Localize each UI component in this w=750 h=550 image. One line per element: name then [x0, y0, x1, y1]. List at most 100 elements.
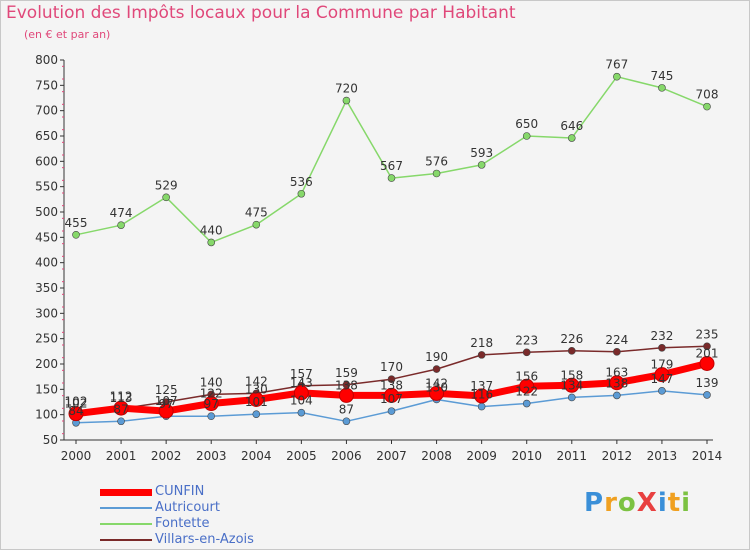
legend-label-fontette: Fontette — [155, 516, 210, 531]
y-tick-label: 450 — [35, 230, 58, 244]
y-tick-label: 500 — [35, 205, 58, 219]
data-label-autricourt: 87 — [113, 402, 128, 416]
y-tick-label: 550 — [35, 180, 58, 194]
data-label-fontette: 720 — [335, 82, 358, 96]
point-autricourt — [613, 391, 621, 400]
axes: 50 100 150 200 250 300 350 400 450 500 550 600 650 70… — [35, 53, 722, 463]
y-tick-label: 200 — [35, 357, 58, 371]
data-label-fontette: 536 — [290, 175, 313, 189]
point-cunfin — [293, 385, 309, 401]
data-label-autricourt: 147 — [650, 372, 673, 386]
legend-swatch-villars — [100, 539, 152, 541]
point-cunfin — [474, 388, 490, 404]
y-tick-label: 400 — [35, 256, 58, 270]
point-villars-en-azois — [613, 348, 621, 356]
point-autricourt — [342, 417, 351, 426]
data-label-cunfin: 158 — [560, 368, 583, 382]
point-cunfin — [699, 355, 715, 371]
point-villars-en-azois — [477, 351, 486, 359]
point-cunfin — [338, 387, 354, 403]
chart-subtitle: (en € et par an) — [24, 28, 111, 41]
point-fontette — [252, 220, 261, 229]
data-label-villars-en-azois: 112 — [110, 390, 133, 404]
series-layer — [68, 72, 715, 427]
y-tick-label: 300 — [35, 306, 58, 320]
point-villars-en-azois — [703, 342, 711, 351]
data-label-cunfin: 137 — [470, 379, 493, 393]
data-label-fontette: 767 — [605, 58, 628, 72]
data-labels-layer: 84 87 97 97 101 104 87 107 130 116 122 134 138 147 139… — [65, 58, 719, 418]
x-tick-label: 2006 — [331, 449, 362, 463]
point-autricourt — [522, 399, 531, 408]
logo-letter: o — [617, 488, 637, 518]
data-label-fontette: 646 — [560, 119, 583, 133]
logo-letter: i — [681, 488, 692, 518]
y-tick-label: 50 — [43, 433, 58, 447]
data-label-fontette: 576 — [425, 154, 448, 168]
y-tick-label: 650 — [35, 129, 58, 143]
point-autricourt — [567, 393, 576, 402]
point-autricourt — [252, 410, 261, 418]
data-label-fontette: 593 — [470, 146, 493, 160]
data-label-autricourt: 97 — [159, 397, 174, 411]
data-label-autricourt: 104 — [290, 394, 313, 408]
legend-label-autricourt: Autricourt — [155, 500, 220, 515]
data-label-autricourt: 84 — [68, 404, 83, 418]
data-label-autricourt: 134 — [560, 378, 583, 392]
point-autricourt — [703, 391, 711, 399]
point-autricourt — [117, 417, 125, 426]
point-fontette — [297, 189, 306, 198]
point-autricourt — [387, 407, 396, 415]
data-label-cunfin: 107 — [155, 394, 178, 408]
data-label-autricourt: 138 — [605, 376, 628, 390]
point-fontette — [613, 72, 621, 81]
point-cunfin — [609, 375, 625, 391]
point-autricourt — [658, 387, 666, 395]
data-label-fontette: 474 — [110, 206, 133, 220]
data-label-autricourt: 87 — [339, 402, 354, 416]
x-tick-label: 2001 — [106, 449, 137, 463]
point-fontette — [162, 193, 170, 202]
data-label-fontette: 529 — [155, 178, 178, 192]
data-label-autricourt: 97 — [204, 397, 219, 411]
point-cunfin — [564, 377, 580, 393]
data-label-cunfin: 179 — [650, 358, 673, 372]
data-label-villars-en-azois: 125 — [155, 383, 178, 397]
x-tick-label: 2009 — [466, 449, 497, 463]
proxiti-logo: ProXiti — [584, 488, 691, 518]
data-label-villars-en-azois: 140 — [200, 375, 223, 389]
point-cunfin — [654, 367, 670, 383]
y-tick-label: 100 — [35, 408, 58, 422]
data-label-villars-en-azois: 142 — [245, 374, 268, 388]
y-tick-label: 250 — [35, 332, 58, 346]
point-fontette — [387, 174, 396, 182]
point-cunfin — [384, 387, 399, 403]
data-label-fontette: 475 — [245, 206, 268, 220]
data-label-cunfin: 156 — [515, 369, 538, 383]
data-label-fontette: 745 — [650, 69, 673, 83]
point-fontette — [342, 96, 351, 105]
y-tick-label: 700 — [35, 104, 58, 118]
data-label-fontette: 708 — [696, 88, 719, 102]
logo-letter: X — [636, 488, 658, 518]
point-villars-en-azois — [567, 347, 576, 355]
x-tick-label: 2011 — [557, 449, 588, 463]
x-tick-label: 2012 — [602, 449, 633, 463]
x-tick-label: 2010 — [511, 449, 542, 463]
point-fontette — [522, 132, 531, 140]
legend-swatch-autricourt — [100, 507, 152, 509]
y-tick-label: 350 — [35, 281, 58, 295]
point-autricourt — [207, 412, 216, 420]
x-tick-label: 2003 — [196, 449, 227, 463]
data-label-autricourt: 139 — [696, 376, 719, 390]
legend-label-cunfin: CUNFIN — [155, 484, 205, 499]
x-tick-label: 2005 — [286, 449, 317, 463]
point-fontette — [658, 84, 666, 92]
data-label-fontette: 455 — [65, 216, 88, 230]
point-fontette — [72, 231, 80, 239]
data-label-fontette: 440 — [200, 223, 223, 237]
logo-letter: t — [667, 488, 682, 518]
point-villars-en-azois — [387, 375, 396, 384]
